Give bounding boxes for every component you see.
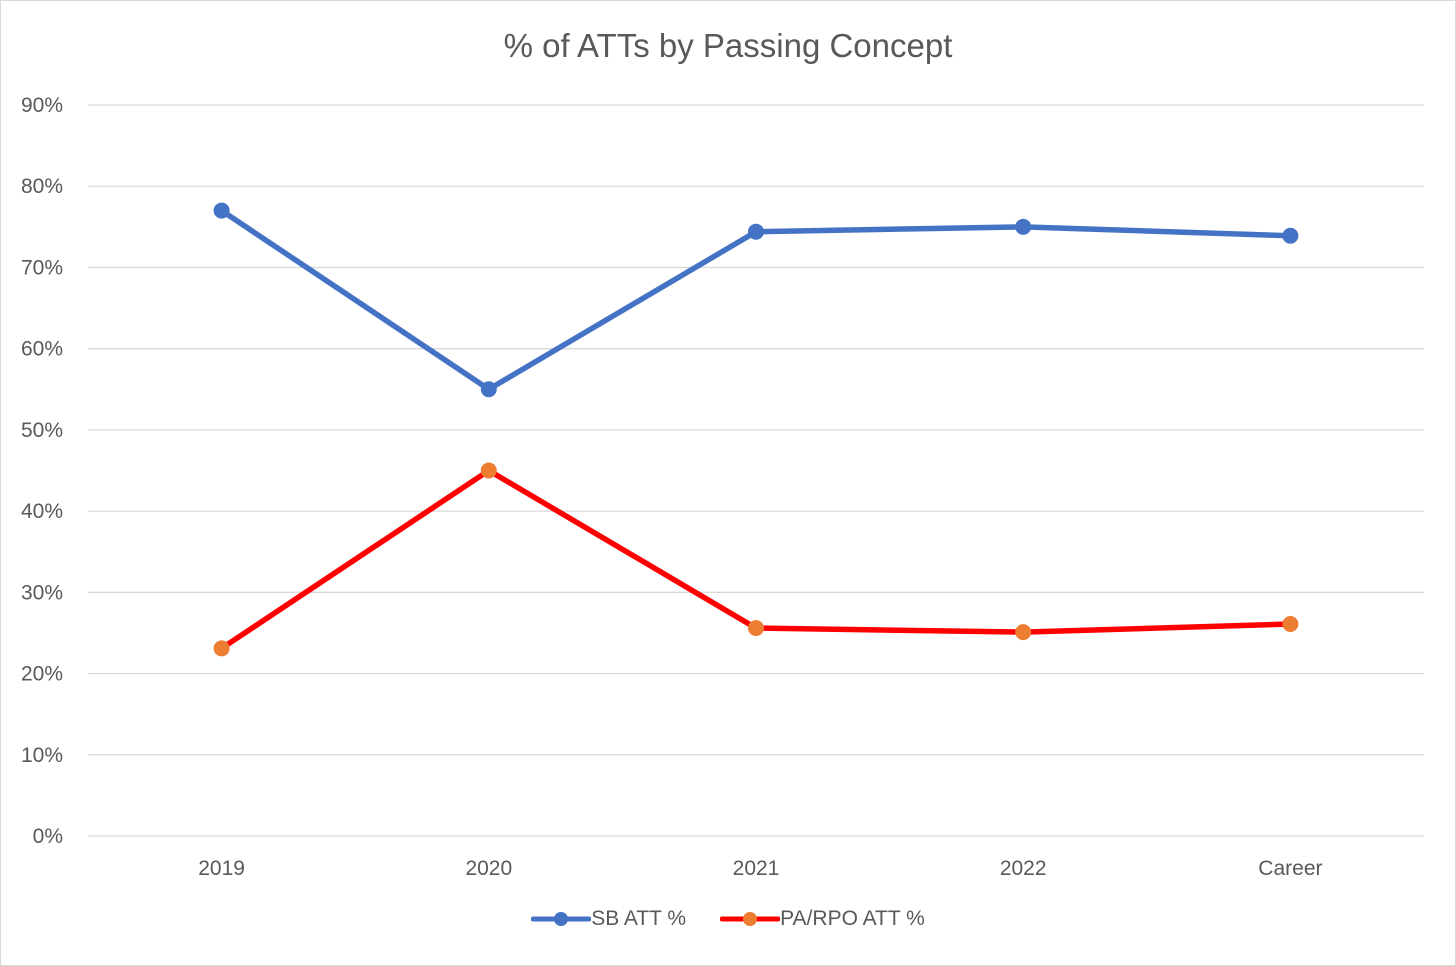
y-tick-label: 0% <box>33 825 63 848</box>
legend-swatch <box>531 912 592 926</box>
y-tick-label: 60% <box>21 338 63 361</box>
gridlines <box>88 104 1424 837</box>
data-point <box>748 620 764 637</box>
x-tick-label: 2020 <box>465 857 512 880</box>
data-point <box>480 381 497 398</box>
x-tick-label: 2019 <box>198 857 245 880</box>
y-tick-label: 10% <box>21 744 63 767</box>
y-tick-label: 30% <box>21 581 63 604</box>
x-tick-label: 2021 <box>733 857 780 880</box>
legend-label: SB ATT % <box>591 907 687 930</box>
legend-marker <box>743 912 758 926</box>
x-tick-label: 2022 <box>1000 857 1047 880</box>
data-point <box>1282 616 1299 633</box>
data-point <box>1015 218 1032 235</box>
x-tick-label: Career <box>1258 857 1322 880</box>
legend-swatch <box>720 912 781 926</box>
y-tick-label: 90% <box>21 94 63 117</box>
y-tick-label: 20% <box>21 663 63 686</box>
y-tick-label: 70% <box>21 256 63 279</box>
legend-marker <box>554 912 569 926</box>
legend-item: SB ATT % <box>531 907 686 931</box>
y-axis-tick-labels: 0% 10% 20% 30% 40% 50% 60% 70% 80% 90% <box>21 94 63 848</box>
legend-item: PA/RPO ATT % <box>720 907 925 931</box>
legend-label: PA/RPO ATT % <box>780 907 925 930</box>
data-point <box>213 202 230 219</box>
y-tick-label: 50% <box>21 419 63 442</box>
series-1 <box>213 462 1299 657</box>
data-point <box>1282 227 1299 244</box>
data-point <box>748 223 764 240</box>
x-axis-tick-labels: 2019 2020 2021 2022 Career <box>198 857 1322 880</box>
y-tick-label: 80% <box>21 175 63 198</box>
series-layer <box>213 202 1299 657</box>
y-tick-label: 40% <box>21 500 63 523</box>
data-point <box>480 462 497 479</box>
series-0 <box>213 202 1299 398</box>
data-point <box>213 640 230 657</box>
chart-title: % of ATTs by Passing Concept <box>503 27 953 64</box>
legend: SB ATT % PA/RPO ATT % <box>1 907 1455 931</box>
data-point <box>1015 624 1032 641</box>
